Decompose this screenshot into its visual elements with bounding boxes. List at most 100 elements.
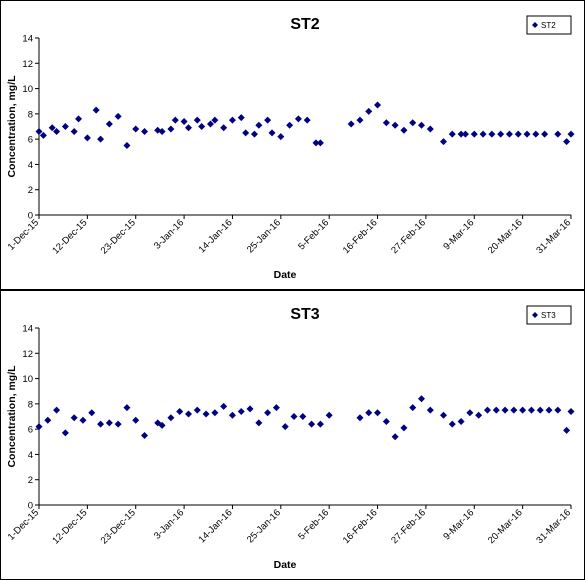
- y-tick-label: 4: [28, 450, 33, 461]
- x-tick-label: 12-Dec-15: [50, 507, 89, 546]
- data-point: [220, 124, 228, 132]
- data-point: [158, 128, 166, 136]
- data-point: [563, 138, 571, 146]
- chart-panel-st2: ST2 0 2 4 6 8 10 12 14 1-Dec-15 12-Dec-15 23-Dec-15…: [0, 0, 585, 290]
- data-point: [426, 406, 434, 414]
- data-point: [193, 406, 201, 414]
- y-tick-label: 4: [28, 160, 33, 171]
- x-axis-title: Date: [274, 269, 297, 281]
- legend-marker: [532, 312, 538, 318]
- legend-box: [526, 15, 572, 35]
- x-tick-label: 5-Feb-16: [296, 507, 331, 542]
- data-point: [374, 101, 382, 109]
- data-point: [53, 406, 61, 414]
- chart-title: ST3: [290, 306, 319, 323]
- y-axis-title: Concentration, mg/L: [6, 365, 18, 468]
- data-point: [180, 117, 188, 125]
- data-point: [439, 411, 447, 419]
- data-point: [167, 125, 175, 133]
- data-point: [365, 409, 373, 417]
- data-point: [88, 409, 96, 417]
- data-point: [206, 120, 214, 128]
- data-point: [83, 134, 91, 142]
- y-tick-label: 8: [28, 109, 33, 120]
- data-point: [466, 409, 474, 417]
- x-tick-label: 3-Jan-16: [152, 217, 186, 251]
- data-point: [532, 130, 540, 138]
- data-point: [114, 420, 122, 428]
- data-point: [75, 115, 83, 123]
- data-point: [184, 124, 192, 132]
- x-tick-label: 1-Dec-15: [6, 217, 41, 252]
- data-point: [44, 416, 52, 424]
- x-tick-label: 23-Dec-15: [99, 217, 138, 256]
- data-point: [48, 124, 56, 132]
- legend-label: ST2: [541, 21, 556, 30]
- data-point: [501, 406, 509, 414]
- data-point: [281, 423, 289, 431]
- data-point: [92, 106, 100, 114]
- data-point: [448, 420, 456, 428]
- data-point: [457, 130, 465, 138]
- data-point: [527, 406, 535, 414]
- legend-marker: [532, 22, 538, 28]
- y-tick-label: 10: [22, 374, 33, 385]
- y-axis-title: Concentration, mg/L: [6, 75, 18, 178]
- chart-title: ST2: [290, 16, 319, 33]
- chart-panel-st3: ST3 0 2 4 6 8 10 12 14 1-Dec-15 12-Dec-15 23-Dec-15…: [0, 290, 585, 580]
- data-point: [228, 411, 236, 419]
- data-point: [400, 424, 408, 432]
- data-point: [316, 420, 324, 428]
- data-point: [374, 409, 382, 417]
- data-point: [79, 416, 87, 424]
- data-point: [184, 410, 192, 418]
- legend-box: [526, 305, 572, 325]
- data-point: [567, 407, 575, 415]
- x-tick-label: 5-Feb-16: [296, 217, 331, 252]
- legend-label: ST3: [541, 311, 556, 320]
- data-point: [563, 426, 571, 434]
- x-tick-label: 20-Mar-16: [486, 507, 525, 546]
- x-tick-label: 31-Mar-16: [534, 507, 573, 546]
- data-point: [382, 119, 390, 127]
- x-axis-title: Date: [274, 559, 297, 571]
- y-tick-label: 12: [22, 59, 33, 70]
- data-point: [167, 414, 175, 422]
- y-tick-label: 14: [22, 34, 33, 45]
- data-point: [272, 404, 280, 412]
- y-tick-label: 0: [28, 501, 33, 512]
- data-point: [114, 112, 122, 120]
- data-point: [211, 409, 219, 417]
- data-point: [448, 130, 456, 138]
- data-point: [312, 139, 320, 147]
- data-point: [268, 129, 276, 137]
- data-point: [382, 418, 390, 426]
- data-point: [61, 123, 69, 130]
- data-point: [470, 130, 478, 138]
- data-point: [35, 423, 43, 431]
- data-point: [123, 141, 131, 149]
- data-point: [97, 135, 105, 143]
- y-tick-label: 8: [28, 399, 33, 410]
- data-point: [132, 125, 140, 133]
- x-tick-label: 1-Dec-15: [6, 507, 41, 542]
- y-tick-label: 6: [28, 425, 33, 436]
- data-point: [492, 406, 500, 414]
- data-point: [198, 123, 206, 130]
- y-tick-label: 0: [28, 211, 33, 222]
- chart-st2: ST2 0 2 4 6 8 10 12 14 1-Dec-15 12-Dec-15 23-Dec-15…: [6, 15, 575, 281]
- data-point: [237, 407, 245, 415]
- data-point: [255, 419, 263, 427]
- data-point: [308, 420, 316, 428]
- data-point: [536, 406, 544, 414]
- x-tick-label: 27-Feb-16: [389, 217, 428, 256]
- data-point: [211, 116, 219, 124]
- data-point: [39, 131, 47, 139]
- x-tick-label: 23-Dec-15: [99, 507, 138, 546]
- data-point: [519, 406, 527, 414]
- data-point: [479, 130, 487, 138]
- y-tick-label: 2: [28, 185, 33, 196]
- y-tick-label: 6: [28, 135, 33, 146]
- data-point: [365, 107, 373, 115]
- chart-st3: ST3 0 2 4 6 8 10 12 14 1-Dec-15 12-Dec-15 23-Dec-15…: [6, 305, 575, 571]
